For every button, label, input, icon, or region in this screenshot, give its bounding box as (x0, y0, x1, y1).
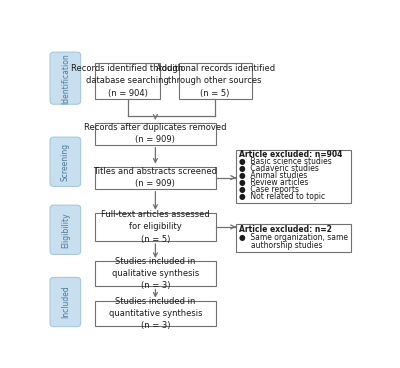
Text: Full-text articles assessed
for eligibility
(n = 5): Full-text articles assessed for eligibil… (101, 210, 210, 244)
Bar (95, 123, 216, 145)
FancyBboxPatch shape (50, 52, 81, 104)
Text: Studies included in
qualitative synthesis
(n = 3): Studies included in qualitative synthesi… (112, 257, 199, 290)
Bar (95, 213, 216, 241)
Bar (236, 224, 351, 252)
Text: Article excluded: n=904: Article excluded: n=904 (239, 151, 342, 159)
Text: Studies included in
quantitative synthesis
(n = 3): Studies included in quantitative synthes… (109, 297, 202, 330)
Bar (95, 261, 216, 286)
Text: Identification: Identification (61, 53, 70, 103)
Text: Titles and abstracts screened
(n = 909): Titles and abstracts screened (n = 909) (93, 167, 218, 188)
Text: ●  Not related to topic: ● Not related to topic (239, 192, 325, 201)
Bar (179, 63, 252, 99)
Text: Records after duplicates removed
(n = 909): Records after duplicates removed (n = 90… (84, 123, 227, 144)
Text: ●  Same organization, same: ● Same organization, same (239, 233, 348, 242)
Text: ●  Cadaveric studies: ● Cadaveric studies (239, 164, 319, 173)
Text: ●  Basic science studies: ● Basic science studies (239, 158, 332, 166)
Bar (95, 301, 216, 326)
FancyBboxPatch shape (50, 277, 81, 327)
Text: Screening: Screening (61, 143, 70, 181)
Text: Additional records identified
through other sources
(n = 5): Additional records identified through ot… (156, 64, 275, 98)
Text: Included: Included (61, 286, 70, 318)
Text: ●  Animal studies: ● Animal studies (239, 171, 307, 180)
Text: ●  Case reports: ● Case reports (239, 185, 299, 194)
FancyBboxPatch shape (50, 137, 81, 187)
Text: ●  Review articles: ● Review articles (239, 178, 308, 187)
Text: Eligibility: Eligibility (61, 212, 70, 248)
Text: Records identified through
database searching
(n = 904): Records identified through database sear… (72, 64, 184, 98)
Bar (95, 167, 216, 189)
Text: authorship studies: authorship studies (239, 241, 323, 250)
Bar (236, 151, 351, 203)
Bar (95, 63, 160, 99)
FancyBboxPatch shape (50, 205, 81, 254)
Text: Article excluded: n=2: Article excluded: n=2 (239, 225, 332, 234)
